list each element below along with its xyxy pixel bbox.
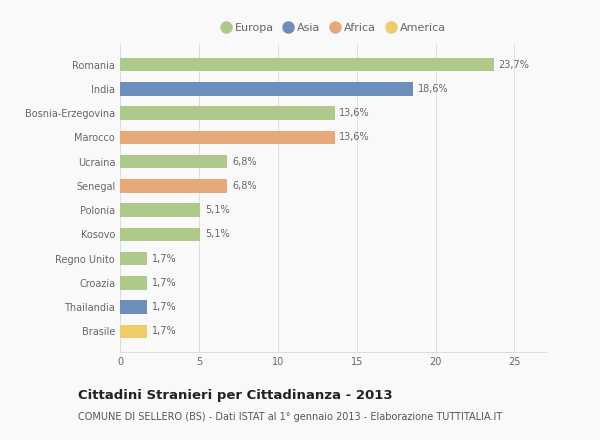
Bar [120, 252, 147, 265]
Text: 1,7%: 1,7% [152, 302, 176, 312]
Text: 5,1%: 5,1% [205, 229, 230, 239]
Text: 1,7%: 1,7% [152, 278, 176, 288]
Bar [120, 203, 200, 217]
Text: 13,6%: 13,6% [340, 108, 370, 118]
Bar [120, 82, 413, 95]
Legend: Europa, Asia, Africa, America: Europa, Asia, Africa, America [216, 19, 450, 38]
Bar [120, 131, 335, 144]
Text: 1,7%: 1,7% [152, 326, 176, 336]
Text: 1,7%: 1,7% [152, 253, 176, 264]
Text: 13,6%: 13,6% [340, 132, 370, 143]
Bar [120, 227, 200, 241]
Bar [120, 58, 494, 71]
Bar [120, 155, 227, 169]
Bar [120, 301, 147, 314]
Text: 6,8%: 6,8% [232, 181, 257, 191]
Bar [120, 325, 147, 338]
Text: 5,1%: 5,1% [205, 205, 230, 215]
Text: 23,7%: 23,7% [499, 60, 530, 70]
Text: COMUNE DI SELLERO (BS) - Dati ISTAT al 1° gennaio 2013 - Elaborazione TUTTITALIA: COMUNE DI SELLERO (BS) - Dati ISTAT al 1… [78, 412, 502, 422]
Bar [120, 106, 335, 120]
Bar [120, 179, 227, 193]
Text: Cittadini Stranieri per Cittadinanza - 2013: Cittadini Stranieri per Cittadinanza - 2… [78, 389, 392, 403]
Text: 6,8%: 6,8% [232, 157, 257, 167]
Bar [120, 276, 147, 290]
Text: 18,6%: 18,6% [418, 84, 449, 94]
